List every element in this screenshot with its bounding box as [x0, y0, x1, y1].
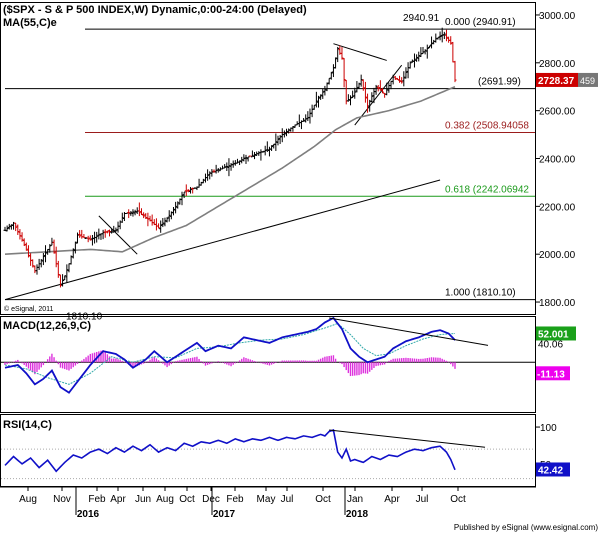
- rsi-panel-frame: [1, 415, 536, 487]
- fib-label: 1.000 (1810.10): [445, 288, 516, 299]
- year-label: 2016: [77, 509, 100, 520]
- rsi-tick-label: 100: [540, 423, 557, 434]
- x-tick-label: Oct: [179, 494, 195, 505]
- price-tick-label: 3000.00: [539, 11, 576, 22]
- macd-label: MACD(12,26,9,C): [3, 320, 91, 332]
- x-tick-label: Oct: [315, 494, 331, 505]
- support-label: (2691.99): [478, 77, 521, 88]
- fib-label: 0.000 (2940.91): [445, 17, 516, 28]
- price-tick-label: 2200.00: [539, 202, 576, 213]
- price-tick-label: 1800.00: [539, 298, 576, 309]
- time-x-axis: Aug Nov Feb Apr Jun Aug Oct Dec Feb May Jul Oct Jan A…: [0, 487, 536, 520]
- hist-value: -11.13: [537, 369, 565, 380]
- price-panel-frame: [1, 3, 536, 315]
- ma-label: MA(55,C)e: [3, 17, 57, 29]
- year-label: 2018: [346, 509, 369, 520]
- x-tick-label: Jul: [281, 494, 294, 505]
- x-tick-label: Dec: [202, 494, 220, 505]
- price-tick-label: 2800.00: [539, 59, 576, 70]
- signal-value: 40.06: [538, 339, 563, 350]
- price-tick-label: 2000.00: [539, 250, 576, 261]
- fib-label: 0.382 (2508.94058: [445, 120, 529, 131]
- chart-title: ($SPX - S & P 500 INDEX,W) Dynamic,0:00-…: [3, 4, 307, 16]
- fib-label: 0.618 (2242.06942: [445, 184, 529, 195]
- x-tick-label: May: [257, 494, 276, 505]
- price-y-axis: 1800.00 2000.00 2200.00 2400.00 2600.00 2800.…: [536, 11, 598, 309]
- x-tick-label: Aug: [19, 494, 37, 505]
- ma-price-value: 459: [580, 76, 595, 86]
- x-tick-label: Jun: [135, 494, 151, 505]
- x-tick-label: Feb: [226, 494, 244, 505]
- x-tick-label: Oct: [450, 494, 466, 505]
- x-tick-label: Apr: [384, 494, 400, 505]
- high-label: 2940.91: [403, 13, 440, 24]
- x-tick-label: Feb: [88, 494, 106, 505]
- rsi-label: RSI(14,C): [3, 419, 52, 431]
- x-tick-label: Jan: [347, 494, 363, 505]
- rsi-value: 42.42: [538, 465, 563, 476]
- price-tick-label: 2400.00: [539, 155, 576, 166]
- year-label: 2017: [213, 509, 236, 520]
- x-tick-label: Nov: [53, 494, 71, 505]
- x-tick-label: Apr: [110, 494, 126, 505]
- footer-credit: Published by eSignal (www.esignal.com): [454, 523, 598, 532]
- last-price-value: 2728.37: [538, 76, 575, 87]
- x-tick-label: Aug: [156, 494, 174, 505]
- price-tick-label: 2600.00: [539, 107, 576, 118]
- x-tick-label: Jul: [416, 494, 429, 505]
- watermark: © eSignal, 2011: [4, 305, 54, 313]
